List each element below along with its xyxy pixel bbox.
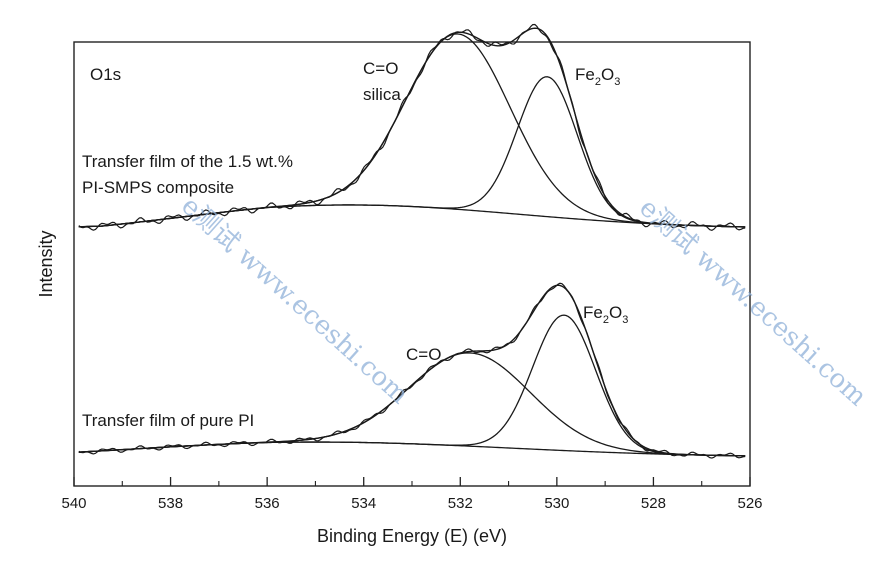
- bottom-measured-line: [78, 282, 746, 459]
- bottom-fit-envelope-line: [78, 284, 746, 457]
- top-component-1-line: [78, 33, 746, 228]
- x-tick-label: 530: [544, 495, 569, 512]
- panel-label: O1s: [90, 65, 121, 84]
- top-fit-envelope-line: [78, 27, 746, 228]
- top-spectrum-label-line2: PI-SMPS composite: [82, 178, 234, 197]
- x-axis-ticks: 540 538 536 534 532 530 528 526: [61, 477, 763, 512]
- x-axis-label: Binding Energy (E) (eV): [317, 526, 507, 546]
- x-tick-label: 526: [737, 495, 762, 512]
- x-tick-label: 536: [255, 495, 280, 512]
- bottom-peak-fe2o3-label: Fe2O3: [583, 303, 628, 326]
- top-peak-fe2o3-label: Fe2O3: [575, 65, 620, 88]
- top-measured-line: [78, 23, 746, 231]
- x-tick-label: 538: [158, 495, 183, 512]
- x-tick-label: 540: [61, 495, 86, 512]
- watermark-left: e测试 www.eceshi.com: [175, 191, 414, 410]
- top-peak-co-label: C=O: [363, 59, 398, 78]
- top-spectrum-label-line1: Transfer film of the 1.5 wt.%: [82, 152, 293, 171]
- x-tick-label: 528: [641, 495, 666, 512]
- bottom-component-1-line: [78, 352, 746, 457]
- watermark-right: e测试 www.eceshi.com: [633, 193, 872, 412]
- x-tick-label: 534: [351, 495, 376, 512]
- bottom-spectrum-label: Transfer film of pure PI: [82, 411, 254, 430]
- top-peak-silica-label: silica: [363, 85, 401, 104]
- y-axis-label: Intensity: [36, 230, 56, 297]
- bottom-peak-co-label: C=O: [406, 345, 441, 364]
- spectra-curves: [78, 23, 746, 459]
- x-tick-label: 532: [448, 495, 473, 512]
